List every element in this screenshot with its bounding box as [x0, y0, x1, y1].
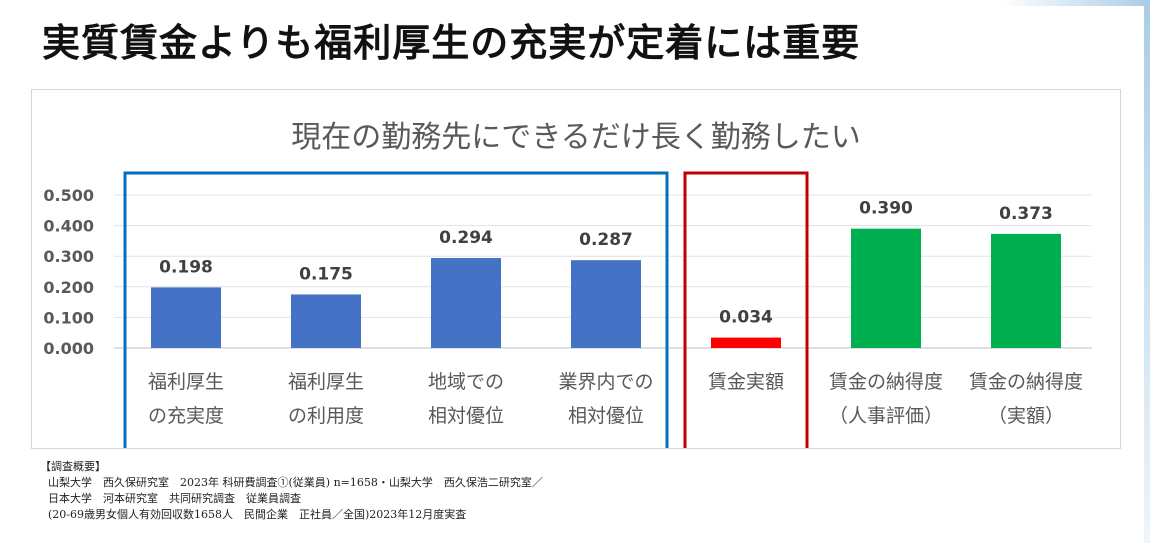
category-label: 地域での: [428, 371, 504, 393]
y-tick-label: 0.500: [43, 186, 94, 205]
chart-card: 現在の勤務先にできるだけ長く勤務したい 0.000 0.100 0.200 0.300…: [31, 89, 1121, 449]
category-label: （人事評価）: [829, 405, 943, 427]
bar: [431, 258, 501, 348]
category-label: 福利厚生: [288, 371, 364, 393]
survey-heading: 【調査概要】: [40, 460, 106, 473]
bar: [851, 228, 921, 348]
category-label: 賃金実額: [708, 371, 784, 393]
data-label: 0.294: [439, 228, 493, 248]
category-label: 福利厚生: [148, 371, 224, 393]
bar: [291, 294, 361, 348]
category-label: の充実度: [148, 405, 224, 427]
welfare-group-frame: [123, 171, 669, 448]
chart-title: 現在の勤務先にできるだけ長く勤務したい: [291, 120, 860, 155]
bar-chart: 現在の勤務先にできるだけ長く勤務したい 0.000 0.100 0.200 0.300…: [43, 120, 1092, 448]
data-label: 0.373: [999, 204, 1053, 224]
survey-summary: 【調査概要】 山梨大学 西久保研究室 2023年 科研費調査①(従業員) n=1…: [40, 459, 543, 523]
bar: [151, 287, 221, 348]
survey-line-3: (20-69歳男女個人有効回収数1658人 民間企業 正社員／全国)2023年1…: [48, 508, 467, 521]
category-label: の利用度: [288, 405, 364, 427]
category-label: 賃金の納得度: [829, 371, 943, 393]
wage-group-frame: [683, 171, 809, 448]
corner-accent-top: [1000, 0, 1150, 6]
data-label: 0.198: [159, 257, 213, 277]
corner-accent-right: [1144, 0, 1150, 543]
category-label: 賃金の納得度: [969, 371, 1083, 393]
bar: [711, 337, 781, 348]
y-tick-label: 0.100: [43, 308, 94, 327]
data-label: 0.034: [719, 308, 773, 328]
page-title: 実質賃金よりも福利厚生の充実が定着には重要: [42, 20, 861, 65]
category-label: 相対優位: [428, 405, 504, 427]
bar: [991, 233, 1061, 348]
category-label: （実額）: [988, 405, 1064, 427]
data-label: 0.390: [859, 199, 913, 219]
y-tick-label: 0.400: [43, 217, 94, 236]
data-label: 0.287: [579, 230, 633, 250]
bar: [571, 260, 641, 348]
data-label: 0.175: [299, 264, 353, 284]
y-tick-label: 0.300: [43, 247, 94, 266]
survey-line-1: 山梨大学 西久保研究室 2023年 科研費調査①(従業員) n=1658・山梨大…: [48, 476, 543, 489]
y-tick-label: 0.200: [43, 278, 94, 297]
survey-line-2: 日本大学 河本研究室 共同研究調査 従業員調査: [48, 492, 301, 505]
category-label: 業界内での: [558, 371, 653, 393]
category-label: 相対優位: [568, 405, 644, 427]
y-tick-label: 0.000: [43, 339, 94, 358]
